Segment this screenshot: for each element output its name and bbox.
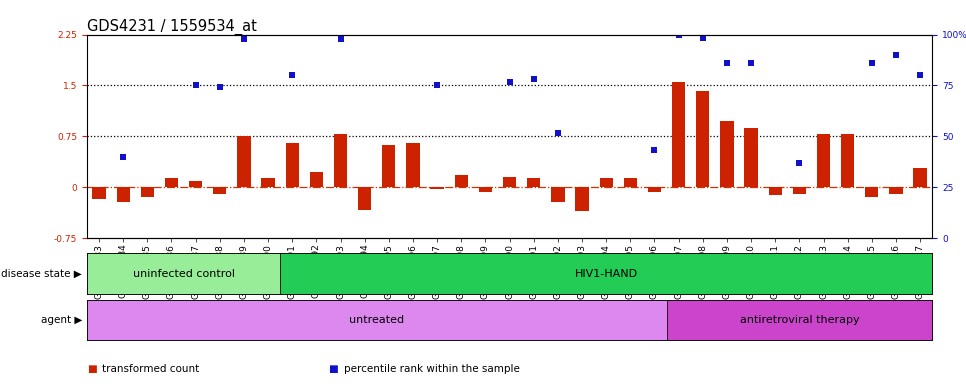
Bar bbox=[87, 253, 280, 294]
Point bbox=[912, 72, 927, 78]
Bar bbox=[117, 187, 129, 202]
Point bbox=[551, 130, 566, 136]
Bar bbox=[334, 134, 347, 187]
Bar bbox=[769, 187, 781, 195]
Bar bbox=[87, 300, 667, 340]
Bar bbox=[383, 145, 395, 187]
Point bbox=[116, 154, 131, 160]
Bar bbox=[745, 127, 757, 187]
Bar bbox=[213, 187, 226, 194]
Bar bbox=[696, 91, 709, 187]
Point bbox=[791, 161, 807, 167]
Point bbox=[187, 83, 204, 89]
Bar bbox=[576, 187, 588, 211]
Bar bbox=[866, 187, 878, 197]
Bar bbox=[793, 187, 806, 194]
Point bbox=[526, 76, 542, 82]
Text: GDS4231 / 1559534_at: GDS4231 / 1559534_at bbox=[87, 18, 257, 35]
Point bbox=[236, 36, 251, 42]
Point bbox=[285, 72, 300, 78]
Text: uninfected control: uninfected control bbox=[132, 268, 235, 279]
Point bbox=[332, 36, 349, 42]
Bar bbox=[914, 168, 926, 187]
Bar bbox=[479, 187, 492, 192]
Bar bbox=[238, 136, 250, 187]
Bar bbox=[503, 177, 516, 187]
Text: untreated: untreated bbox=[349, 314, 405, 325]
Point bbox=[670, 31, 686, 38]
Text: percentile rank within the sample: percentile rank within the sample bbox=[344, 364, 520, 374]
Point bbox=[744, 60, 759, 66]
Point bbox=[430, 83, 445, 89]
Text: transformed count: transformed count bbox=[102, 364, 200, 374]
Bar bbox=[527, 179, 540, 187]
Bar bbox=[141, 187, 154, 197]
Text: disease state ▶: disease state ▶ bbox=[1, 268, 82, 279]
Bar bbox=[624, 179, 637, 187]
Text: HIV1-HAND: HIV1-HAND bbox=[575, 268, 638, 279]
Point bbox=[696, 35, 711, 41]
Bar bbox=[817, 134, 830, 187]
Point bbox=[864, 60, 879, 66]
Bar bbox=[262, 179, 274, 187]
Text: ■: ■ bbox=[87, 364, 97, 374]
Text: agent ▶: agent ▶ bbox=[41, 314, 82, 325]
Bar bbox=[455, 175, 468, 187]
Point bbox=[889, 52, 904, 58]
Bar bbox=[841, 134, 854, 187]
Point bbox=[719, 60, 735, 66]
Bar bbox=[552, 187, 564, 202]
Bar bbox=[286, 143, 298, 187]
Bar bbox=[431, 187, 443, 189]
Text: antiretroviral therapy: antiretroviral therapy bbox=[740, 314, 859, 325]
Bar bbox=[672, 82, 685, 187]
Bar bbox=[890, 187, 902, 194]
Bar bbox=[721, 121, 733, 187]
Bar bbox=[600, 178, 612, 187]
Bar bbox=[189, 181, 202, 187]
Bar bbox=[165, 179, 178, 187]
Text: ■: ■ bbox=[328, 364, 338, 374]
Point bbox=[213, 84, 228, 90]
Bar bbox=[280, 253, 932, 294]
Bar bbox=[358, 187, 371, 210]
Bar bbox=[310, 172, 323, 187]
Bar bbox=[667, 300, 932, 340]
Bar bbox=[407, 143, 419, 187]
Point bbox=[647, 147, 663, 153]
Bar bbox=[648, 187, 661, 192]
Point bbox=[502, 79, 518, 85]
Bar bbox=[93, 187, 105, 199]
